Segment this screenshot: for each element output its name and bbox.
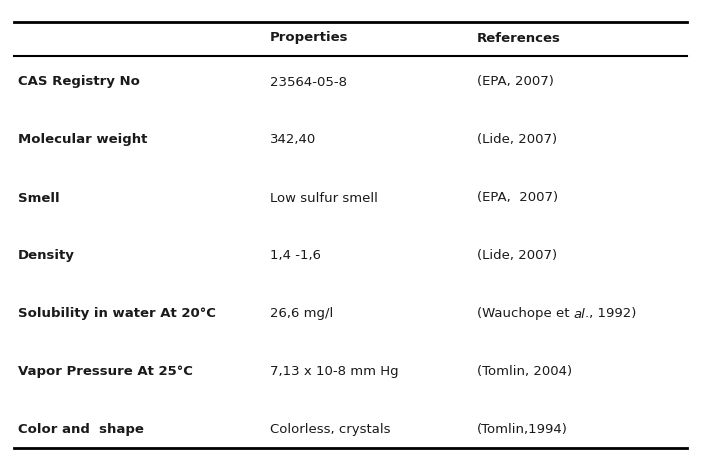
Text: ., 1992): ., 1992) [585, 307, 637, 320]
Text: 342,40: 342,40 [270, 134, 316, 147]
Text: (EPA, 2007): (EPA, 2007) [477, 76, 554, 89]
Text: Color and  shape: Color and shape [18, 424, 144, 437]
Text: 1,4 -1,6: 1,4 -1,6 [270, 249, 321, 262]
Text: Colorless, crystals: Colorless, crystals [270, 424, 390, 437]
Text: Low sulfur smell: Low sulfur smell [270, 191, 378, 205]
Text: (Wauchope et: (Wauchope et [477, 307, 573, 320]
Text: (Tomlin,1994): (Tomlin,1994) [477, 424, 568, 437]
Text: 23564-05-8: 23564-05-8 [270, 76, 347, 89]
Text: Molecular weight: Molecular weight [18, 134, 147, 147]
Text: 7,13 x 10-8 mm Hg: 7,13 x 10-8 mm Hg [270, 366, 398, 378]
Text: Density: Density [18, 249, 74, 262]
Text: Solubility in water At 20°C: Solubility in water At 20°C [18, 307, 215, 320]
Text: Properties: Properties [270, 31, 348, 45]
Text: al: al [573, 307, 585, 320]
Text: 26,6 mg/l: 26,6 mg/l [270, 307, 333, 320]
Text: Smell: Smell [18, 191, 59, 205]
Text: References: References [477, 31, 561, 45]
Text: (Lide, 2007): (Lide, 2007) [477, 134, 557, 147]
Text: (EPA,  2007): (EPA, 2007) [477, 191, 558, 205]
Text: (Tomlin, 2004): (Tomlin, 2004) [477, 366, 572, 378]
Text: Vapor Pressure At 25°C: Vapor Pressure At 25°C [18, 366, 192, 378]
Text: CAS Registry No: CAS Registry No [18, 76, 139, 89]
Text: (Lide, 2007): (Lide, 2007) [477, 249, 557, 262]
